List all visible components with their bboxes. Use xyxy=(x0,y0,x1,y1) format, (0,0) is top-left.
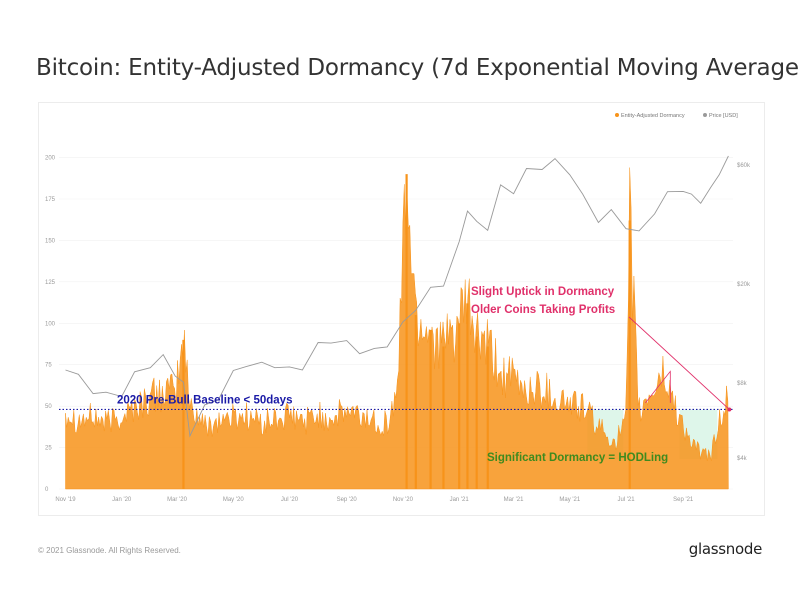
axes: 0 25 50 75 100 125 150 175 200 $4k $8k $20k $60k Nov … xyxy=(45,156,751,503)
x-tick-label: Sep '21 xyxy=(673,497,694,503)
legend-dormancy-label: Entity-Adjusted Dormancy xyxy=(621,113,685,119)
y-left-tick-label: 0 xyxy=(45,487,49,493)
legend-dormancy-swatch xyxy=(615,113,619,117)
baseline-label: 2020 Pre-Bull Baseline < 50days xyxy=(117,394,292,406)
x-tick-label: Nov '19 xyxy=(55,497,76,503)
x-tick-label: Mar '20 xyxy=(167,497,187,503)
uptick-bracket xyxy=(645,370,671,404)
y-left-tick-label: 150 xyxy=(45,238,56,244)
x-tick-label: Nov '20 xyxy=(393,497,414,503)
y-right-tick-label: $4k xyxy=(737,456,748,462)
dormancy-area xyxy=(65,167,729,490)
y-right-tick-label: $20k xyxy=(737,282,751,288)
uptick-arrow-head xyxy=(727,407,732,412)
y-left-tick-label: 25 xyxy=(45,446,52,452)
x-tick-label: Jan '21 xyxy=(450,497,470,503)
y-left-tick-label: 75 xyxy=(45,363,52,369)
legend-price-label: Price [USD] xyxy=(709,113,738,119)
copyright-footer: © 2021 Glassnode. All Rights Reserved. xyxy=(38,546,181,555)
x-tick-label: Jan '20 xyxy=(112,497,132,503)
x-tick-label: Jul '21 xyxy=(617,497,635,503)
chart-svg: 2020 Pre-Bull Baseline < 50days Slight U… xyxy=(45,113,751,503)
y-left-tick-label: 50 xyxy=(45,404,52,410)
y-left-tick-label: 175 xyxy=(45,197,56,203)
x-tick-label: Jul '20 xyxy=(281,497,299,503)
x-tick-label: Mar '21 xyxy=(504,497,524,503)
x-tick-label: May '20 xyxy=(223,497,244,503)
y-right-tick-label: $8k xyxy=(737,381,748,387)
dormancy-series xyxy=(65,167,729,490)
price-line xyxy=(65,155,729,438)
y-left-tick-label: 100 xyxy=(45,321,56,327)
hodl-annotation: Significant Dormancy = HODLing xyxy=(487,452,668,464)
chart-title: Bitcoin: Entity-Adjusted Dormancy (7d Ex… xyxy=(36,55,800,81)
legend-price-swatch xyxy=(703,113,707,117)
brand-logo: glassnode xyxy=(688,540,763,558)
annotations: Slight Uptick in Dormancy Older Coins Tak… xyxy=(471,286,732,464)
x-tick-label: May '21 xyxy=(559,497,580,503)
uptick-annotation-line1: Slight Uptick in Dormancy xyxy=(471,286,615,298)
y-left-tick-label: 125 xyxy=(45,280,56,286)
y-right-tick-label: $60k xyxy=(737,163,751,169)
uptick-arrow-line xyxy=(628,316,730,410)
reference-line-group: 2020 Pre-Bull Baseline < 50days xyxy=(59,394,733,411)
legend: Entity-Adjusted Dormancy Price [USD] xyxy=(615,113,738,119)
price-series xyxy=(65,155,729,438)
uptick-annotation-line2: Older Coins Taking Profits xyxy=(471,304,615,316)
chart-panel: 2020 Pre-Bull Baseline < 50days Slight U… xyxy=(38,102,765,516)
x-tick-label: Sep '20 xyxy=(337,497,358,503)
y-left-tick-label: 200 xyxy=(45,156,56,162)
